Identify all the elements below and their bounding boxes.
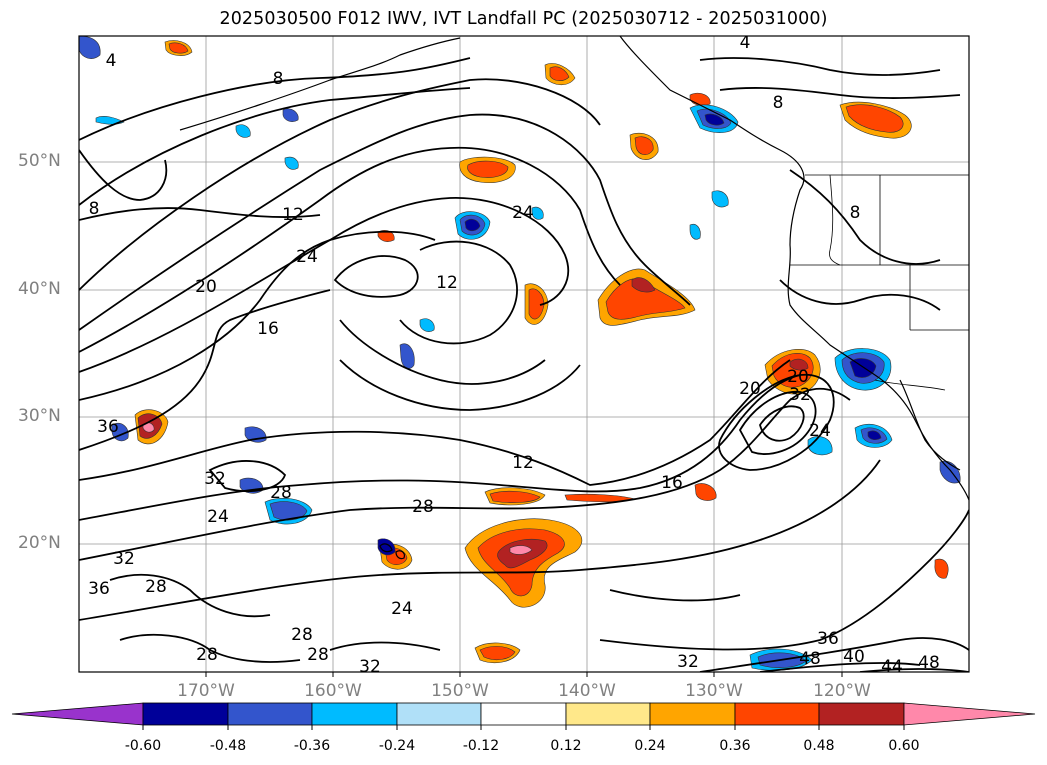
contour-label: 32	[204, 469, 226, 489]
colorbar-segment	[480, 702, 567, 726]
hawaiian-islands	[379, 543, 405, 560]
contour-label: 48	[799, 649, 821, 669]
colorbar-ticks	[142, 725, 905, 730]
lat-label-20n: 20°N	[18, 533, 61, 553]
contour-label: 32	[359, 657, 381, 677]
colorbar-segment	[649, 702, 736, 726]
contour-label: 32	[677, 652, 699, 672]
contour-label: 12	[282, 205, 304, 225]
axis-ticks	[205, 672, 843, 677]
lon-label-150w: 150°W	[431, 681, 489, 701]
contour-label: 44	[881, 657, 903, 677]
contour-label: 24	[512, 203, 534, 223]
contour-label: 12	[436, 273, 458, 293]
lat-label-50n: 50°N	[18, 151, 61, 171]
contour-label: 24	[391, 599, 413, 619]
colorbar-tick-label: 0.36	[719, 738, 751, 754]
colorbar-segment	[227, 702, 313, 726]
contour-label: 40	[843, 647, 865, 667]
contour-label: 8	[273, 69, 284, 89]
colorbar-tick-label: -0.12	[462, 738, 500, 754]
contour-label: 24	[296, 247, 318, 267]
ivt-contours	[79, 57, 969, 672]
colorbar-tick-label: 0.24	[634, 738, 666, 754]
contour-label: 48	[918, 653, 940, 673]
contour-label: 20	[195, 277, 217, 297]
colorbar-segment	[142, 702, 229, 726]
contour-label: 32	[789, 385, 811, 405]
political-borders	[790, 174, 969, 391]
contour-label: 28	[307, 645, 329, 665]
lon-label-140w: 140°W	[558, 681, 616, 701]
lon-label-120w: 120°W	[813, 681, 871, 701]
negative-anomaly-fills	[79, 36, 961, 671]
contour-label: 8	[89, 199, 100, 219]
contour-label: 28	[145, 577, 167, 597]
contour-label: 20	[739, 379, 761, 399]
contour-label: 4	[106, 51, 117, 71]
lon-label-130w: 130°W	[685, 681, 743, 701]
colorbar-tick-label: -0.60	[124, 738, 162, 754]
colorbar	[11, 702, 1036, 726]
colorbar-tick-label: 0.48	[803, 738, 835, 754]
contour-label: 36	[817, 629, 839, 649]
map-title: 2025030500 F012 IWV, IVT Landfall PC (20…	[219, 9, 828, 29]
contour-label: 28	[291, 625, 313, 645]
colorbar-tick-label: -0.48	[209, 738, 247, 754]
contour-label: 28	[412, 497, 434, 517]
coastlines	[179, 36, 969, 501]
colorbar-segment	[818, 702, 905, 726]
colorbar-segment	[396, 702, 482, 726]
contour-label: 28	[270, 483, 292, 503]
positive-anomaly-fills	[134, 40, 949, 663]
colorbar-tick-label: 0.60	[888, 738, 920, 754]
colorbar-segment	[734, 702, 820, 726]
contour-label: 36	[88, 579, 110, 599]
colorbar-min-extend	[11, 702, 144, 726]
colorbar-tick-label: -0.24	[378, 738, 416, 754]
colorbar-max-extend	[903, 702, 1036, 726]
contour-label: 24	[207, 507, 229, 527]
lat-label-30n: 30°N	[18, 406, 61, 426]
colorbar-segment	[565, 702, 651, 726]
contour-label: 28	[196, 645, 218, 665]
map-border	[78, 35, 970, 673]
contour-label: 8	[850, 203, 861, 223]
lon-label-160w: 160°W	[304, 681, 362, 701]
colorbar-segment	[311, 702, 398, 726]
lon-label-170w: 170°W	[177, 681, 235, 701]
contour-label: 8	[773, 93, 784, 113]
colorbar-tick-label: -0.36	[293, 738, 331, 754]
colorbar-tick-label: 0.12	[550, 738, 582, 754]
contour-label: 32	[113, 549, 135, 569]
contour-label: 16	[257, 319, 279, 339]
contour-label: 16	[661, 473, 683, 493]
contour-label: 4	[740, 33, 751, 53]
contour-label: 12	[512, 453, 534, 473]
contour-label: 24	[809, 421, 831, 441]
contour-label: 20	[787, 367, 809, 387]
lat-label-40n: 40°N	[18, 279, 61, 299]
contour-label: 36	[97, 417, 119, 437]
